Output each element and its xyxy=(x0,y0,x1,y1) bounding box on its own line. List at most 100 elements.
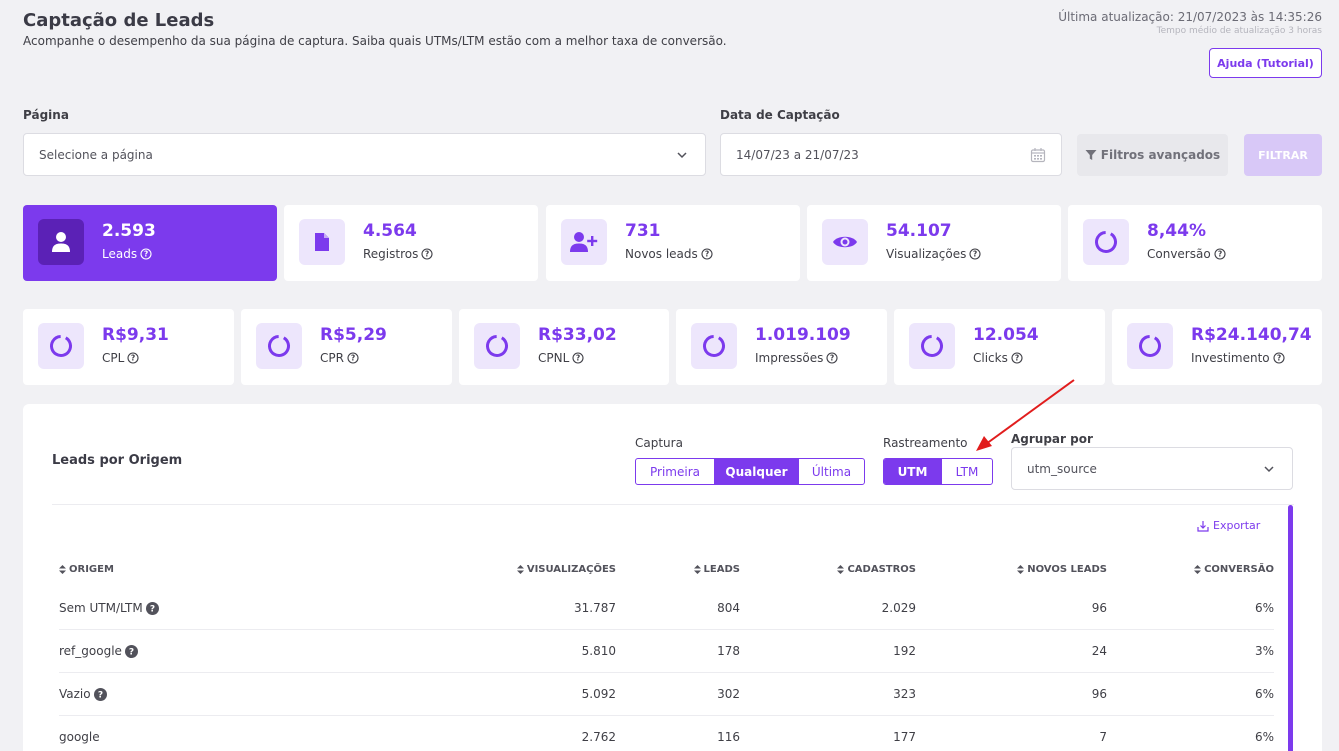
date-range-value: 14/07/23 a 21/07/23 xyxy=(736,147,859,162)
new-leads-cell: 96 xyxy=(1091,601,1107,615)
help-circle-icon[interactable]: ? xyxy=(1214,248,1226,260)
help-circle-icon[interactable]: ? xyxy=(969,248,981,260)
capture-option-primeira[interactable]: Primeira xyxy=(650,464,700,479)
date-range-input[interactable]: 14/07/23 a 21/07/23 xyxy=(720,133,1062,176)
help-circle-icon[interactable]: ? xyxy=(127,352,139,364)
kpi-card-leads[interactable]: 2.593 Leads ? xyxy=(23,205,277,281)
help-circle-icon[interactable]: ? xyxy=(1273,352,1285,364)
ring-icon xyxy=(256,323,302,369)
kpi-card-novos-leads[interactable]: 731 Novos leads ? xyxy=(546,205,800,281)
capture-option-qualquer[interactable]: Qualquer xyxy=(714,459,798,484)
views-cell: 2.762 xyxy=(581,730,616,744)
divider xyxy=(52,504,1294,505)
table-row[interactable]: Vazio ? 5.092 302 323 96 6% xyxy=(59,673,1274,716)
sort-icon xyxy=(693,565,701,574)
views-cell: 31.787 xyxy=(574,601,616,615)
column-header-label: NOVOS LEADS xyxy=(1027,564,1107,575)
column-header-origem[interactable]: ORIGEM xyxy=(59,564,114,575)
export-label: Exportar xyxy=(1213,519,1261,532)
column-header-visualizacoes[interactable]: VISUALIZAÇÕES xyxy=(453,564,616,575)
column-header-label: LEADS xyxy=(703,564,740,575)
advanced-filters-button[interactable]: Filtros avançados xyxy=(1077,134,1228,176)
column-header-cadastros[interactable]: CADASTROS xyxy=(753,564,916,575)
panel-title: Leads por Origem xyxy=(52,453,183,468)
avg-update-text: Tempo médio de atualização 3 horas xyxy=(1156,26,1322,36)
group-by-label: Agrupar por xyxy=(1011,432,1093,446)
kpi-label: Impressões xyxy=(755,351,824,365)
kpi-card-cpr[interactable]: R$5,29 CPR ? xyxy=(241,309,452,385)
tracking-option-utm[interactable]: UTM xyxy=(884,459,941,484)
export-button[interactable]: Exportar xyxy=(1197,519,1260,532)
conversion-cell: 6% xyxy=(1254,601,1274,615)
ring-icon xyxy=(1083,219,1129,265)
group-by-select[interactable]: utm_source xyxy=(1011,447,1293,490)
help-circle-icon[interactable]: ? xyxy=(1011,352,1023,364)
leads-cell: 116 xyxy=(717,730,740,744)
kpi-label: Novos leads xyxy=(625,247,698,261)
help-circle-icon[interactable]: ? xyxy=(572,352,584,364)
help-circle-icon[interactable]: ? xyxy=(421,248,433,260)
help-circle-icon[interactable]: ? xyxy=(140,248,152,260)
column-header-novos-leads[interactable]: NOVOS LEADS xyxy=(943,564,1107,575)
help-circle-icon[interactable]: ? xyxy=(347,352,359,364)
table-row[interactable]: Sem UTM/LTM ? 31.787 804 2.029 96 6% xyxy=(59,587,1274,630)
sort-icon xyxy=(837,565,845,574)
kpi-card-visualizacoes[interactable]: 54.107 Visualizações ? xyxy=(807,205,1061,281)
help-tutorial-button[interactable]: Ajuda (Tutorial) xyxy=(1209,48,1322,78)
capture-option-ultima[interactable]: Última xyxy=(798,459,864,484)
help-circle-icon[interactable]: ? xyxy=(124,644,138,658)
leads-by-origin-panel: Leads por Origem Captura Primeira Qualqu… xyxy=(23,404,1322,751)
ring-icon xyxy=(1127,323,1173,369)
leads-cell: 178 xyxy=(717,644,740,658)
table-row[interactable]: ref_google ? 5.810 178 192 24 3% xyxy=(59,630,1274,673)
page-filter-label: Página xyxy=(23,108,69,122)
help-circle-icon[interactable]: ? xyxy=(701,248,713,260)
document-icon xyxy=(299,219,345,265)
download-icon xyxy=(1197,520,1209,532)
user-plus-icon xyxy=(561,219,607,265)
registrations-cell: 323 xyxy=(893,687,916,701)
page-select[interactable]: Selecione a página xyxy=(23,133,706,176)
svg-text:?: ? xyxy=(144,250,148,259)
kpi-label: Leads xyxy=(102,247,138,261)
column-header-leads[interactable]: LEADS xyxy=(623,564,740,575)
user-icon xyxy=(38,219,84,265)
filter-button[interactable]: FILTRAR xyxy=(1244,134,1322,176)
svg-text:?: ? xyxy=(425,250,429,259)
kpi-label: CPL xyxy=(102,351,125,365)
kpi-card-conversao[interactable]: 8,44% Conversão ? xyxy=(1068,205,1322,281)
kpi-card-cpl[interactable]: R$9,31 CPL ? xyxy=(23,309,234,385)
kpi-card-registros[interactable]: 4.564 Registros ? xyxy=(284,205,538,281)
kpi-value: 8,44% xyxy=(1147,221,1206,241)
svg-text:?: ? xyxy=(351,354,355,363)
kpi-value: R$5,29 xyxy=(320,325,387,345)
kpi-card-clicks[interactable]: 12.054 Clicks ? xyxy=(894,309,1105,385)
new-leads-cell: 24 xyxy=(1091,644,1107,658)
kpi-card-investimento[interactable]: R$24.140,74 Investimento ? xyxy=(1112,309,1322,385)
column-header-conversao[interactable]: CONVERSÃO xyxy=(1123,564,1274,575)
help-circle-icon[interactable]: ? xyxy=(93,687,107,701)
help-circle-icon[interactable]: ? xyxy=(145,601,159,615)
kpi-label: Clicks xyxy=(973,351,1008,365)
kpi-value: 1.019.109 xyxy=(755,325,851,345)
page-title: Captação de Leads xyxy=(23,10,215,31)
calendar-icon xyxy=(1030,147,1046,162)
help-circle-icon[interactable]: ? xyxy=(826,352,838,364)
tracking-option-ltm[interactable]: LTM xyxy=(941,459,992,484)
table-row[interactable]: google 2.762 116 177 7 6% xyxy=(59,716,1274,751)
origin-cell: ref_google xyxy=(59,644,122,658)
kpi-label: Conversão xyxy=(1147,247,1211,261)
svg-text:?: ? xyxy=(973,250,977,259)
kpi-label: CPR xyxy=(320,351,344,365)
views-cell: 5.092 xyxy=(581,687,616,701)
last-update-text: Última atualização: 21/07/2023 às 14:35:… xyxy=(1058,10,1322,24)
scrollbar[interactable] xyxy=(1288,505,1293,751)
group-by-value: utm_source xyxy=(1027,461,1097,476)
kpi-value: R$9,31 xyxy=(102,325,169,345)
kpi-card-impressoes[interactable]: 1.019.109 Impressões ? xyxy=(676,309,887,385)
leads-cell: 302 xyxy=(717,687,740,701)
kpi-value: 54.107 xyxy=(886,221,952,241)
kpi-card-cpnl[interactable]: R$33,02 CPNL ? xyxy=(459,309,669,385)
svg-text:?: ? xyxy=(131,354,135,363)
kpi-value: 2.593 xyxy=(102,221,156,241)
